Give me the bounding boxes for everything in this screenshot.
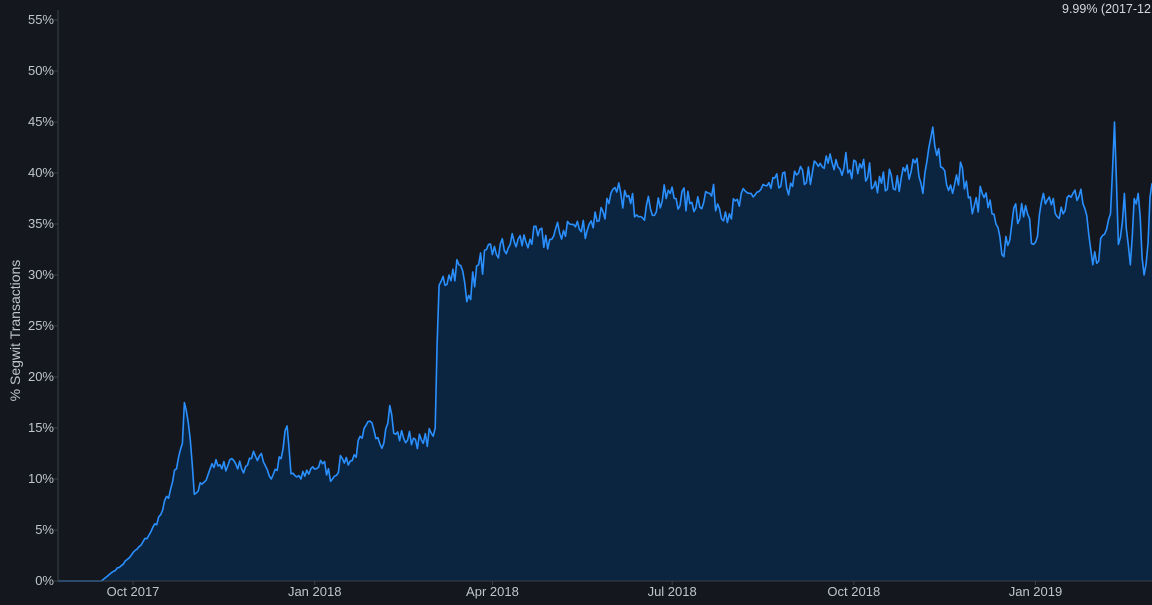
y-tick-label: 30% bbox=[28, 267, 54, 282]
x-tick-label: Jan 2018 bbox=[288, 584, 342, 599]
y-tick-label: 0% bbox=[35, 573, 54, 588]
x-tick-label: Apr 2018 bbox=[466, 584, 519, 599]
y-tick-label: 10% bbox=[28, 471, 54, 486]
series-line-layer bbox=[58, 121, 1152, 582]
y-tick-label: 15% bbox=[28, 420, 54, 435]
x-tick-label: Jan 2019 bbox=[1009, 584, 1063, 599]
y-tick-label: 5% bbox=[35, 522, 54, 537]
hover-readout: 9.99% (2017-12 bbox=[1062, 2, 1151, 16]
x-tick-label: Oct 2017 bbox=[107, 584, 160, 599]
x-tick-labels: Oct 2017 Jan 2018 Apr 2018 Jul 2018 Oct 2018… bbox=[107, 581, 1063, 599]
y-tick-labels: 0% 5% 10% 15% 20% 25% 30% 35% 40% 45% 50% 55% bbox=[28, 12, 58, 588]
series-line bbox=[58, 121, 1152, 582]
series-area-fill bbox=[58, 122, 1152, 581]
area-fill-layer bbox=[58, 122, 1152, 581]
y-tick-label: 45% bbox=[28, 114, 54, 129]
axis-layer bbox=[57, 10, 1152, 582]
y-tick-label: 50% bbox=[28, 63, 54, 78]
y-axis-title: % Segwit Transactions bbox=[7, 260, 23, 402]
y-tick-label: 40% bbox=[28, 165, 54, 180]
x-tick-label: Oct 2018 bbox=[827, 584, 880, 599]
y-tick-label: 55% bbox=[28, 12, 54, 27]
y-tick-label: 20% bbox=[28, 369, 54, 384]
y-tick-label: 25% bbox=[28, 318, 54, 333]
y-tick-label: 35% bbox=[28, 216, 54, 231]
x-tick-label: Jul 2018 bbox=[648, 584, 697, 599]
